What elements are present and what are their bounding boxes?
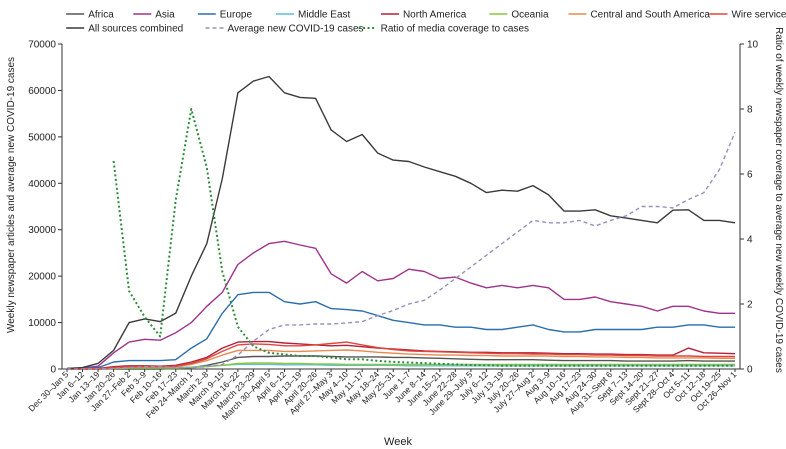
legend-item-africa: Africa xyxy=(66,10,114,21)
y2-tick-label: 4 xyxy=(747,235,753,246)
series-line-europe xyxy=(66,291,735,370)
legend-label: Central and South America xyxy=(590,10,710,21)
y2-axis-label: Ratio of weekly newspaper coverage to av… xyxy=(773,27,784,373)
y2-tick-label: 0 xyxy=(747,365,753,376)
series-line-wire-services xyxy=(67,341,735,370)
legend-label: Middle East xyxy=(298,10,350,21)
legend-label: Oceania xyxy=(511,10,549,21)
legend-label: Ratio of media coverage to cases xyxy=(381,24,529,35)
y2-tick-label: 10 xyxy=(747,40,759,51)
legend-item-asia: Asia xyxy=(133,10,175,21)
series-line-average-new-covid-19-cases xyxy=(67,131,736,370)
y-tick-label: 40000 xyxy=(28,179,56,190)
legend-label: Average new COVID-19 cases xyxy=(228,24,364,35)
legend-label: Africa xyxy=(88,10,114,21)
legend-item-north-america: North America xyxy=(380,10,467,21)
legend-item-all-sources-combined: All sources combined xyxy=(66,24,183,35)
y2-tick-label: 2 xyxy=(747,300,753,311)
y-tick-label: 70000 xyxy=(28,40,56,51)
series-line-ratio-of-media-coverage-to-cases xyxy=(112,108,735,367)
y-tick-label: 20000 xyxy=(28,272,56,283)
legend-label: Europe xyxy=(220,10,253,21)
y-tick-label: 50000 xyxy=(28,132,56,143)
legend-label: North America xyxy=(403,10,467,21)
y-tick-label: 10000 xyxy=(28,318,56,329)
legend-label: Asia xyxy=(155,10,175,21)
legend-item-ratio-of-media-coverage-to-cases: Ratio of media coverage to cases xyxy=(358,24,529,35)
y-tick-label: 0 xyxy=(50,365,56,376)
axes: 0 10000 20000 30000 40000 50000 60000 70000 0 2 4 6… xyxy=(28,40,758,376)
legend-label: Wire services xyxy=(731,10,786,21)
series-line-oceania xyxy=(67,362,735,370)
legend-item-wire-services: Wire services xyxy=(709,10,786,21)
series-lines xyxy=(66,75,736,370)
series-line-asia xyxy=(66,240,735,370)
y2-tick-label: 8 xyxy=(747,105,753,116)
legend-item-average-new-covid-19-cases: Average new COVID-19 cases xyxy=(205,24,364,35)
legend-label: All sources combined xyxy=(88,24,183,35)
legend: Africa Asia Europe Middle East North America… xyxy=(66,10,786,35)
x-axis-label: Week xyxy=(384,436,412,448)
y2-tick-label: 6 xyxy=(747,170,753,181)
y-axis-label: Weekly newspaper articles and average ne… xyxy=(6,57,17,333)
y-tick-label: 30000 xyxy=(28,225,56,236)
series-line-all-sources-combined xyxy=(66,75,736,370)
legend-item-europe: Europe xyxy=(197,10,253,21)
y-tick-label: 60000 xyxy=(28,86,56,97)
legend-item-middle-east: Middle East xyxy=(276,10,351,21)
legend-item-oceania: Oceania xyxy=(489,10,549,21)
legend-item-central-and-south-america: Central and South America xyxy=(568,10,710,21)
